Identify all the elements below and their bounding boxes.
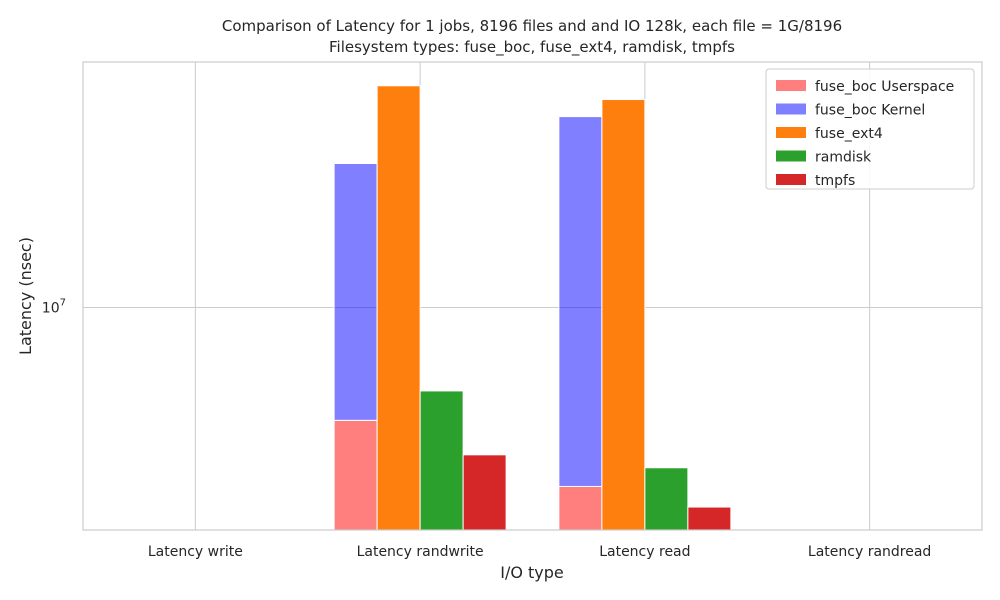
legend-swatch <box>776 127 806 138</box>
bar-fuse-boc-userspace <box>333 419 378 531</box>
plot-frame <box>82 61 983 531</box>
legend-label: fuse_boc Userspace <box>815 79 954 95</box>
legend-swatch <box>776 103 806 115</box>
bar-fuse-ext4 <box>376 85 421 531</box>
bar-tmpfs <box>687 506 732 531</box>
bar-fuse-boc-kernel <box>333 163 378 421</box>
bar-ramdisk <box>419 390 464 531</box>
chart-subtitle: Filesystem types: fuse_boc, fuse_ext4, r… <box>329 38 735 57</box>
legend-label: ramdisk <box>815 150 872 166</box>
legend-swatch <box>776 174 806 185</box>
legend-swatch <box>776 80 806 91</box>
legend-box <box>765 68 975 190</box>
legend-label: tmpfs <box>815 173 855 189</box>
x-tick-label: Latency write <box>148 544 243 560</box>
legend-label: fuse_ext4 <box>815 126 883 142</box>
x-tick-labels: Latency write Latency randwrite Latency re… <box>148 544 931 560</box>
bar-fuse-boc-kernel <box>558 116 603 487</box>
bar-ramdisk <box>644 467 689 531</box>
chart-title: Comparison of Latency for 1 jobs, 8196 f… <box>222 17 842 35</box>
bar-fuse-ext4 <box>601 99 646 531</box>
x-axis-label: I/O type <box>500 563 564 582</box>
legend: fuse_boc Userspace fuse_boc Kernel fuse_ex… <box>765 68 975 190</box>
x-tick-label: Latency randwrite <box>357 544 484 560</box>
x-tick-label: Latency randread <box>808 544 931 560</box>
bar-fuse-boc-userspace <box>558 485 603 531</box>
y-axis-label: Latency (nsec) <box>16 237 35 355</box>
bars <box>333 85 732 531</box>
legend-swatch <box>776 150 806 162</box>
x-tick-label: Latency read <box>599 544 690 560</box>
legend-label: fuse_boc Kernel <box>815 103 925 119</box>
bar-tmpfs <box>462 454 507 531</box>
